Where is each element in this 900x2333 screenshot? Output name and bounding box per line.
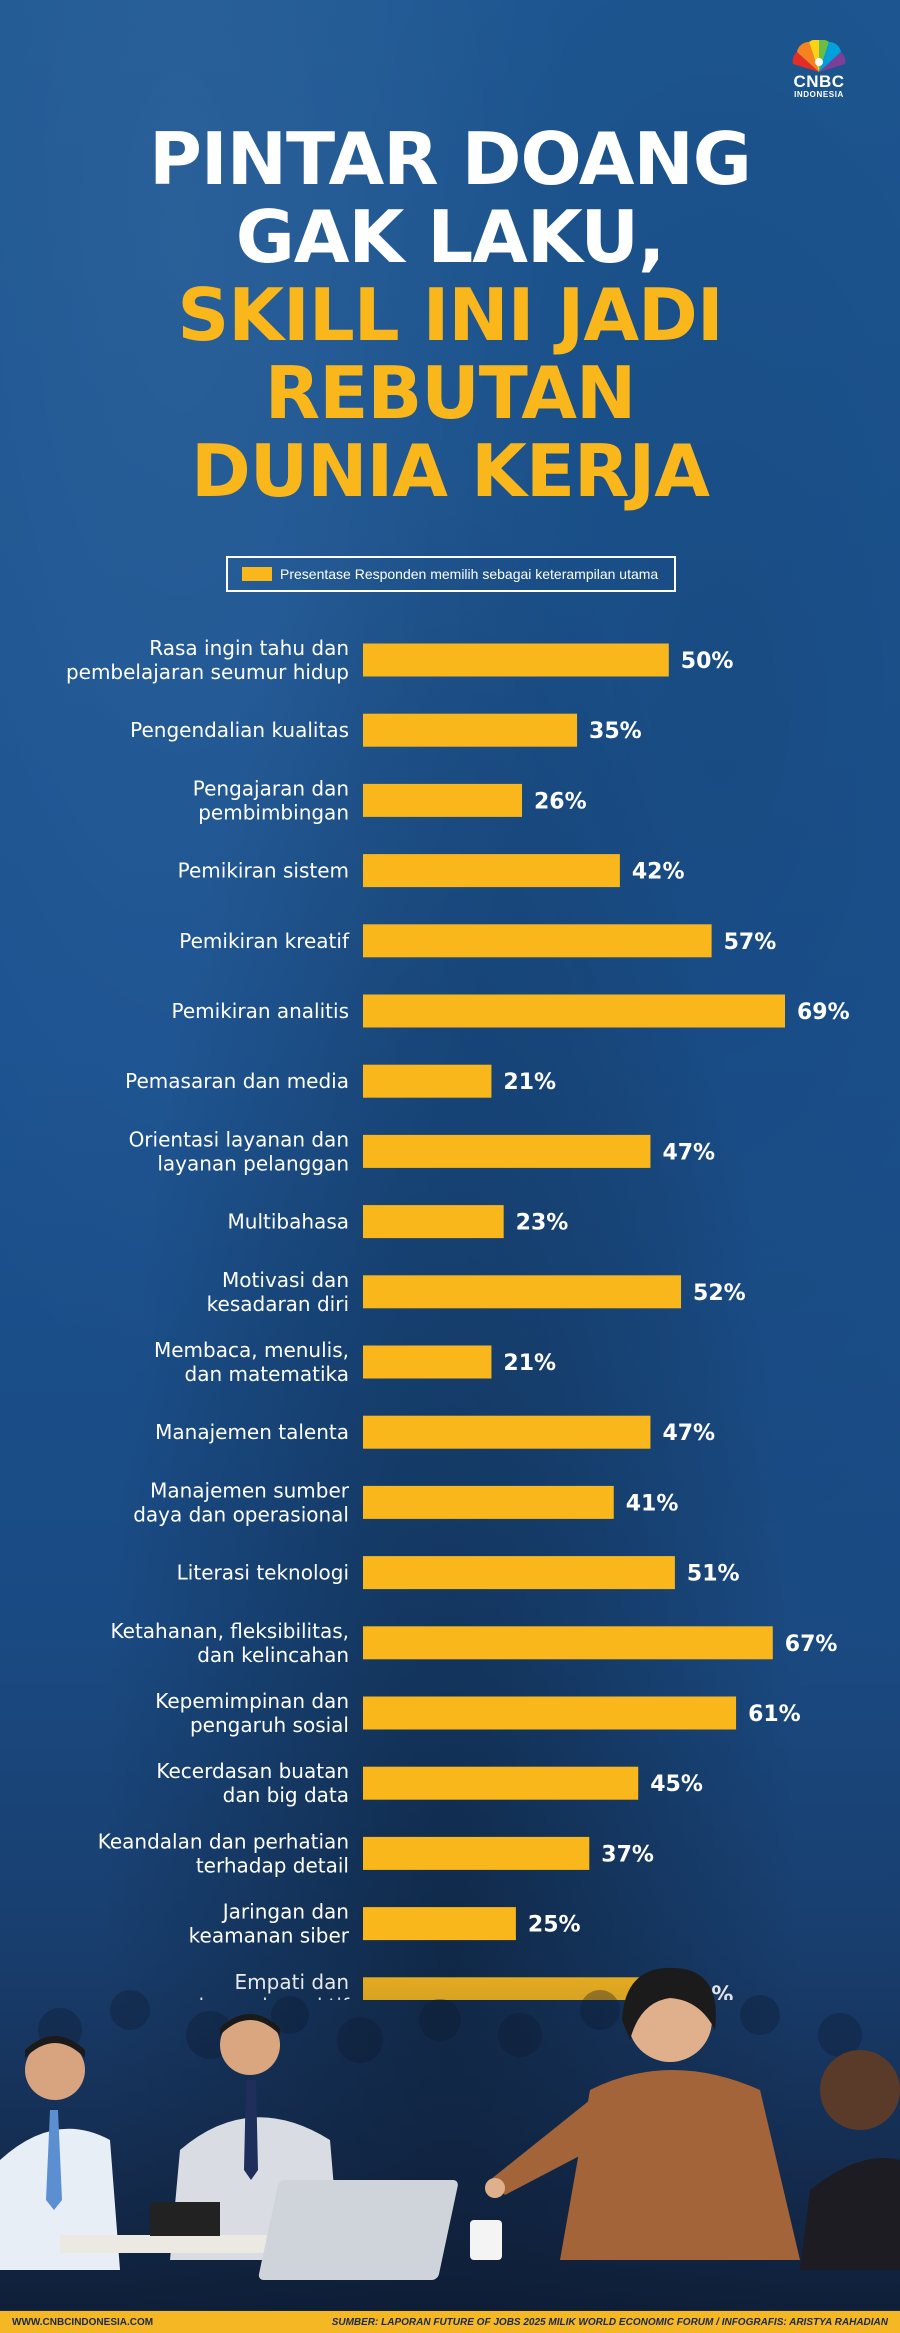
bar-3	[363, 854, 620, 888]
value-label-0: 50%	[681, 649, 734, 674]
page-title: PINTAR DOANG GAK LAKU, SKILL INI JADI RE…	[0, 120, 900, 510]
title-line-5: DUNIA KERJA	[191, 429, 710, 513]
value-label-11: 47%	[662, 1421, 715, 1446]
legend-swatch	[242, 567, 272, 581]
title-line-1: PINTAR DOANG	[149, 117, 752, 201]
bar-15	[363, 1696, 737, 1730]
value-label-14: 67%	[785, 1632, 838, 1657]
bar-4	[363, 924, 712, 958]
office-people-illustration	[0, 1940, 900, 2310]
category-label-16: Kecerdasan buatan dan big data	[156, 1759, 349, 1807]
category-label-1: Pengendalian kualitas	[130, 718, 349, 742]
category-label-2: Pengajaran dan pembimbingan	[193, 776, 349, 824]
value-label-4: 57%	[724, 930, 777, 955]
footer-bar: WWW.CNBCINDONESIA.COM SUMBER: LAPORAN FU…	[0, 2311, 900, 2333]
peacock-icon	[792, 40, 846, 72]
bar-1	[363, 713, 578, 747]
bar-11	[363, 1415, 651, 1449]
title-line-4: REBUTAN	[264, 351, 636, 435]
bar-16	[363, 1766, 639, 1800]
bar-12	[363, 1485, 614, 1519]
value-label-17: 37%	[601, 1842, 654, 1867]
category-label-8: Multibahasa	[228, 1210, 349, 1234]
bar-2	[363, 783, 523, 817]
legend-label: Presentase Responden memilih sebagai ket…	[280, 566, 659, 582]
category-label-0: Rasa ingin tahu dan pembelajaran seumur h…	[66, 636, 349, 684]
value-label-13: 51%	[687, 1562, 740, 1587]
category-label-17: Keandalan dan perhatian terhadap detail	[98, 1829, 349, 1877]
category-label-6: Pemasaran dan media	[125, 1069, 349, 1093]
category-label-4: Pemikiran kreatif	[179, 929, 350, 953]
value-label-5: 69%	[797, 1000, 850, 1025]
skills-bar-chart: 50% Rasa ingin tahu dan pembelajaran seumu…	[66, 636, 850, 2000]
value-label-9: 52%	[693, 1281, 746, 1306]
value-label-3: 42%	[632, 860, 685, 885]
value-label-6: 21%	[503, 1070, 556, 1095]
value-label-16: 45%	[650, 1772, 703, 1797]
category-label-12: Manajemen sumber daya dan operasional	[133, 1478, 350, 1526]
cnbc-logo: CNBC INDONESIA	[782, 40, 856, 99]
category-label-9: Motivasi dan kesadaran diri	[207, 1268, 349, 1316]
category-label-7: Orientasi layanan dan layanan pelanggan	[129, 1127, 349, 1175]
category-label-3: Pemikiran sistem	[178, 859, 349, 883]
bar-5	[363, 994, 785, 1028]
category-label-15: Kepemimpinan dan pengaruh sosial	[155, 1689, 349, 1737]
value-label-15: 61%	[748, 1702, 801, 1727]
woman-right	[485, 1967, 800, 2260]
man-far-right	[800, 2050, 900, 2270]
man-left	[0, 2036, 120, 2270]
value-label-12: 41%	[626, 1491, 679, 1516]
bar-6	[363, 1064, 492, 1098]
value-label-2: 26%	[534, 789, 587, 814]
category-label-14: Ketahanan, fleksibilitas, dan kelincahan	[111, 1619, 349, 1667]
category-label-5: Pemikiran analitis	[172, 999, 349, 1023]
bar-18	[363, 1907, 516, 1941]
bar-14	[363, 1626, 773, 1660]
bar-0	[363, 643, 669, 677]
category-label-11: Manajemen talenta	[155, 1420, 349, 1444]
category-label-13: Literasi teknologi	[177, 1561, 349, 1585]
value-label-7: 47%	[662, 1140, 715, 1165]
value-label-18: 25%	[528, 1913, 581, 1938]
bar-8	[363, 1205, 504, 1239]
title-line-3: SKILL INI JADI	[177, 273, 723, 357]
bar-17	[363, 1836, 590, 1870]
bar-7	[363, 1134, 651, 1168]
bar-13	[363, 1556, 675, 1590]
bar-9	[363, 1275, 682, 1309]
chart-legend: Presentase Responden memilih sebagai ket…	[226, 556, 676, 592]
footer-source: SUMBER: LAPORAN FUTURE OF JOBS 2025 MILI…	[331, 2316, 888, 2328]
title-line-2: GAK LAKU,	[235, 195, 666, 279]
value-label-8: 23%	[516, 1211, 569, 1236]
logo-brand: CNBC	[793, 72, 845, 91]
value-label-10: 21%	[503, 1351, 556, 1376]
bar-10	[363, 1345, 492, 1379]
footer-website: WWW.CNBCINDONESIA.COM	[12, 2316, 154, 2328]
category-label-10: Membaca, menulis, dan matematika	[154, 1338, 349, 1386]
logo-sub: INDONESIA	[794, 90, 844, 99]
value-label-1: 35%	[589, 719, 642, 744]
